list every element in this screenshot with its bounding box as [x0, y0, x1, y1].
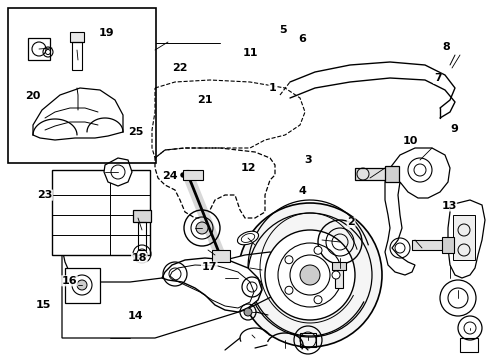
- Text: 10: 10: [402, 136, 418, 146]
- Bar: [354, 168, 389, 180]
- Polygon shape: [384, 148, 449, 275]
- Text: 15: 15: [35, 300, 51, 310]
- Ellipse shape: [237, 231, 258, 245]
- Text: 8: 8: [441, 42, 449, 52]
- Text: 14: 14: [128, 311, 143, 321]
- Text: 21: 21: [196, 95, 212, 105]
- Circle shape: [313, 296, 322, 304]
- Bar: [72, 42, 82, 70]
- Circle shape: [285, 286, 292, 294]
- Text: 3: 3: [304, 155, 311, 165]
- Text: 18: 18: [131, 253, 147, 264]
- Bar: [183, 170, 203, 180]
- Circle shape: [264, 230, 354, 320]
- Text: 25: 25: [128, 127, 143, 138]
- Polygon shape: [104, 158, 132, 186]
- Bar: [212, 250, 229, 262]
- Text: 11: 11: [242, 48, 258, 58]
- Text: 24: 24: [162, 171, 178, 181]
- Text: 16: 16: [61, 276, 77, 286]
- Text: 1: 1: [268, 83, 276, 93]
- Text: 13: 13: [440, 201, 456, 211]
- Bar: [65, 268, 100, 303]
- Circle shape: [77, 280, 87, 290]
- Circle shape: [244, 308, 251, 316]
- Bar: [459, 338, 477, 352]
- Bar: [441, 237, 453, 253]
- Bar: [138, 222, 146, 250]
- Circle shape: [299, 265, 319, 285]
- Bar: [70, 32, 84, 42]
- Text: 12: 12: [240, 163, 256, 174]
- Text: 23: 23: [37, 190, 53, 200]
- Bar: [452, 215, 474, 260]
- Circle shape: [238, 203, 381, 347]
- Circle shape: [331, 271, 339, 279]
- Text: 5: 5: [278, 24, 286, 35]
- Circle shape: [196, 222, 207, 234]
- Text: 20: 20: [25, 91, 41, 102]
- Polygon shape: [62, 238, 285, 338]
- Bar: [331, 262, 346, 270]
- Text: 22: 22: [172, 63, 187, 73]
- Bar: [411, 240, 446, 250]
- Bar: [52, 170, 150, 255]
- Polygon shape: [162, 258, 262, 312]
- Text: 19: 19: [99, 28, 114, 38]
- Bar: [384, 166, 398, 182]
- Bar: [133, 210, 151, 222]
- Circle shape: [285, 256, 292, 264]
- Text: 7: 7: [433, 73, 441, 84]
- Text: 4: 4: [298, 186, 305, 196]
- Bar: [299, 333, 315, 347]
- Text: 9: 9: [450, 124, 458, 134]
- Polygon shape: [447, 200, 484, 278]
- Bar: [28, 38, 50, 60]
- Text: 2: 2: [346, 217, 354, 228]
- Bar: [8, 8, 156, 163]
- Text: 17: 17: [201, 262, 217, 272]
- Circle shape: [313, 246, 322, 254]
- Text: 6: 6: [298, 34, 305, 44]
- Bar: [334, 268, 342, 288]
